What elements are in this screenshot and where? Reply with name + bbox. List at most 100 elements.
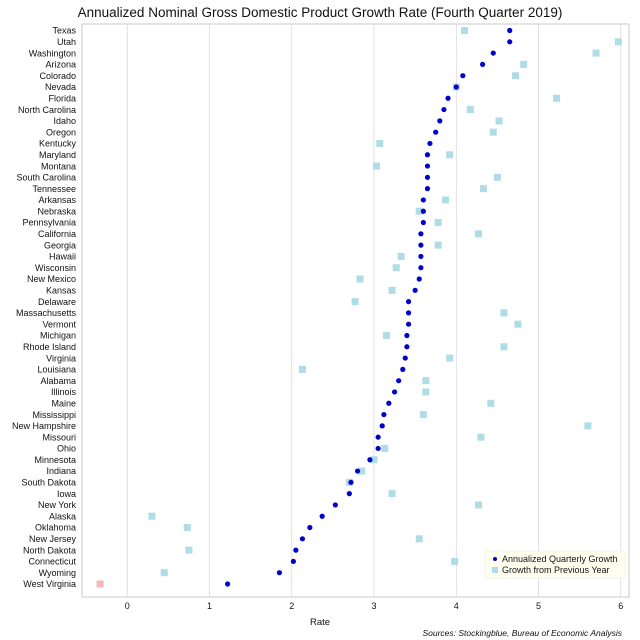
y-tick-label: Arizona	[45, 60, 76, 70]
y-tick-label: Alabama	[40, 376, 76, 386]
y-tick-label: Delaware	[38, 297, 76, 307]
quarterly-growth-point	[418, 231, 424, 237]
yearly-growth-marker	[185, 546, 193, 554]
quarterly-growth-point	[453, 84, 459, 90]
quarterly-growth-point	[400, 366, 406, 372]
yearly-growth-marker	[446, 151, 454, 159]
quarterly-growth-point	[424, 174, 431, 180]
quarterly-growth-point	[433, 129, 439, 135]
yearly-growth-marker	[382, 331, 390, 339]
quarterly-growth-point	[375, 434, 381, 440]
quarterly-growth-point	[441, 106, 447, 113]
quarterly-growth-point	[375, 445, 381, 452]
chart-title: Annualized Nominal Gross Domestic Produc…	[78, 5, 563, 20]
y-tick-label: South Carolina	[16, 173, 76, 183]
quarterly-growth-point	[507, 39, 513, 45]
y-tick-label: Oklahoma	[35, 523, 76, 533]
legend-marker-quarterly	[493, 557, 497, 561]
y-tick-label: North Carolina	[18, 105, 76, 115]
yearly-growth-marker	[298, 365, 306, 373]
yearly-growth-marker	[183, 524, 191, 532]
yearly-growth-marker	[520, 60, 528, 68]
quarterly-growth-point	[420, 197, 426, 203]
yearly-growth-marker	[392, 264, 400, 272]
y-tick-label: Kansas	[46, 286, 77, 296]
quarterly-growth-point	[405, 310, 412, 316]
yearly-growth-marker	[160, 569, 168, 577]
legend-box	[484, 550, 626, 579]
y-tick-label: Pennsylvania	[22, 218, 76, 228]
quarterly-growth-point	[412, 287, 418, 293]
yearly-growth-marker	[434, 241, 442, 249]
yearly-growth-marker	[489, 128, 497, 136]
y-tick-label: Louisiana	[37, 365, 76, 375]
y-tick-label: Connecticut	[28, 557, 76, 567]
quarterly-growth-point	[424, 152, 431, 158]
y-tick-label: Wyoming	[39, 568, 76, 578]
y-tick-label: Illinois	[51, 387, 77, 397]
y-tick-label: Texas	[52, 26, 76, 36]
quarterly-growth-point	[404, 332, 410, 339]
quarterly-growth-point	[276, 570, 283, 576]
quarterly-growth-point	[402, 355, 408, 361]
quarterly-growth-point	[427, 140, 433, 147]
y-tick-label: New Jersey	[29, 534, 77, 544]
yearly-growth-marker	[419, 411, 427, 419]
quarterly-growth-point	[490, 50, 496, 56]
quarterly-growth-point	[319, 513, 325, 519]
y-tick-label: New Mexico	[27, 274, 76, 284]
quarterly-growth-point	[460, 73, 466, 79]
x-tick-label: 1	[207, 601, 212, 611]
y-tick-label: South Dakota	[21, 478, 76, 488]
quarterly-growth-point	[416, 276, 422, 282]
quarterly-growth-point	[424, 163, 431, 169]
yearly-growth-marker	[415, 207, 423, 215]
y-tick-label: Iowa	[57, 489, 76, 499]
y-tick-label: Wisconsin	[35, 263, 76, 273]
yearly-growth-marker	[351, 298, 359, 306]
y-tick-label: Mississippi	[32, 410, 76, 420]
quarterly-growth-point	[307, 524, 313, 531]
y-tick-label: Minnesota	[34, 455, 76, 465]
yearly-growth-marker	[372, 162, 380, 170]
yearly-growth-marker	[500, 309, 508, 317]
quarterly-growth-point	[404, 344, 410, 350]
yearly-growth-marker	[388, 286, 396, 294]
x-tick-label: 5	[536, 601, 541, 611]
yearly-growth-marker	[415, 535, 423, 543]
yearly-growth-marker	[422, 377, 430, 385]
x-tick-label: 0	[125, 601, 130, 611]
yearly-growth-marker	[495, 117, 503, 125]
source-note: Sources: Stockingblue, Bureau of Economi…	[422, 628, 622, 638]
y-tick-label: Washington	[29, 48, 76, 58]
quarterly-growth-point	[293, 547, 299, 553]
y-tick-label: Michigan	[40, 331, 76, 341]
quarterly-growth-point	[420, 208, 426, 214]
y-tick-label: Indiana	[46, 466, 76, 476]
quarterly-growth-point	[224, 581, 231, 587]
y-tick-label: Montana	[41, 161, 76, 171]
x-tick-label: 2	[289, 601, 294, 611]
y-tick-label: Nebraska	[37, 206, 76, 216]
yearly-growth-marker	[370, 456, 378, 464]
yearly-growth-marker	[388, 490, 396, 498]
y-tick-label: Kentucky	[39, 139, 77, 149]
y-tick-label: Maine	[51, 398, 76, 408]
quarterly-growth-point	[420, 219, 426, 226]
quarterly-growth-point	[405, 321, 412, 327]
y-tick-label: Nevada	[45, 82, 76, 92]
y-tick-label: Maryland	[39, 150, 76, 160]
yearly-growth-marker	[96, 580, 104, 588]
yearly-growth-marker	[477, 433, 485, 441]
y-tick-label: Tennessee	[32, 184, 76, 194]
y-tick-label: Arkansas	[38, 195, 76, 205]
yearly-growth-marker	[514, 320, 522, 328]
y-tick-label: West Virginia	[23, 579, 76, 589]
yearly-growth-marker	[422, 388, 430, 396]
legend-marker-yearly	[492, 567, 498, 573]
yearly-growth-marker	[553, 94, 561, 102]
y-tick-label: Vermont	[42, 319, 76, 329]
quarterly-growth-point	[445, 95, 451, 101]
